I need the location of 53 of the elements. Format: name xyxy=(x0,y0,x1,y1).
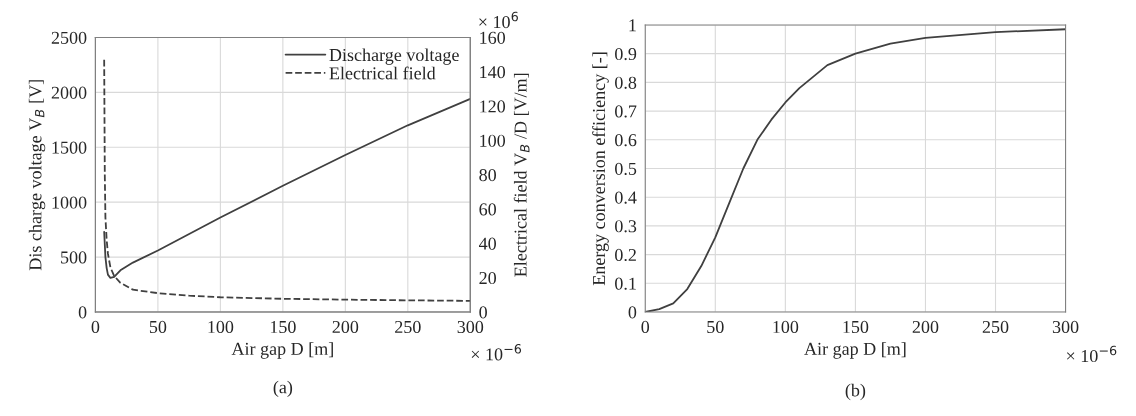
y2-axis-title: Electrical field V$_{B}$ /D [V/m] xyxy=(513,73,530,277)
y-tick-label: 1500 xyxy=(52,141,87,154)
y-tick-label: 1000 xyxy=(52,196,87,209)
legend-label: Electrical field xyxy=(329,66,436,80)
x-tick-label: 0 xyxy=(641,320,650,334)
text: × 10$^{6}$ xyxy=(479,11,518,29)
y2-tick-label: 160 xyxy=(480,31,506,44)
y2-tick-label: 80 xyxy=(479,168,496,182)
x-axis-title: Air gap D [m] xyxy=(231,342,333,359)
text: (a) xyxy=(273,380,293,398)
y-tick-label: 0 xyxy=(628,306,637,319)
y-tick-label: 0.5 xyxy=(615,162,637,175)
y2-tick-label: 120 xyxy=(480,100,506,113)
y2-tick-label: 140 xyxy=(480,66,506,79)
y-tick-label: 500 xyxy=(61,251,87,264)
y-axis-title: Energy conversion efficiency [-] xyxy=(592,52,609,286)
y-tick-label: 0.3 xyxy=(615,220,637,233)
x-tick-label: 0 xyxy=(91,320,100,334)
line-series xyxy=(645,28,1066,312)
x-axis-title: Air gap D [m] xyxy=(804,342,906,359)
x-tick-label: 300 xyxy=(457,320,484,334)
x-tick-label: 250 xyxy=(395,320,421,334)
x-tick-label: 50 xyxy=(707,320,724,334)
x-tick-label: 300 xyxy=(1052,320,1079,334)
y2-tick-label: 40 xyxy=(478,237,496,250)
legend-label: Discharge voltage xyxy=(329,48,459,65)
x-tick-label: 200 xyxy=(912,320,939,334)
y-tick-label: 0.1 xyxy=(615,277,636,290)
text: (b) xyxy=(845,383,866,401)
y-tick-label: 0.8 xyxy=(615,76,637,89)
y2-tick-label: 60 xyxy=(479,203,496,216)
x-tick-label: 150 xyxy=(270,320,296,334)
y2-tick-label: 20 xyxy=(479,271,496,285)
y-tick-label: 0.6 xyxy=(615,134,637,147)
y-axis-title: Dis charge voltage V$_{B}$ [V] xyxy=(28,80,46,271)
text: × 10$^{−6}$ xyxy=(1067,345,1117,363)
y2-tick-label: 0 xyxy=(479,306,487,319)
x-tick-label: 200 xyxy=(332,320,359,334)
y2-tick-label: 100 xyxy=(480,134,506,147)
x-tick-label: 250 xyxy=(982,320,1009,334)
y-tick-label: 0 xyxy=(78,306,87,319)
y-tick-label: 1 xyxy=(629,19,636,32)
text: × 10$^{−6}$ xyxy=(471,344,522,361)
x-tick-label: 50 xyxy=(149,320,167,334)
x-tick-label: 100 xyxy=(208,320,234,334)
y-tick-label: 0.7 xyxy=(615,105,637,118)
y-tick-label: 2500 xyxy=(51,31,87,44)
y-tick-label: 2000 xyxy=(51,86,87,99)
x-tick-label: 100 xyxy=(773,320,799,334)
y-tick-label: 0.2 xyxy=(615,248,636,262)
y-tick-label: 0.9 xyxy=(615,47,637,61)
x-tick-label: 150 xyxy=(843,320,869,334)
y-tick-label: 0.4 xyxy=(615,191,637,204)
